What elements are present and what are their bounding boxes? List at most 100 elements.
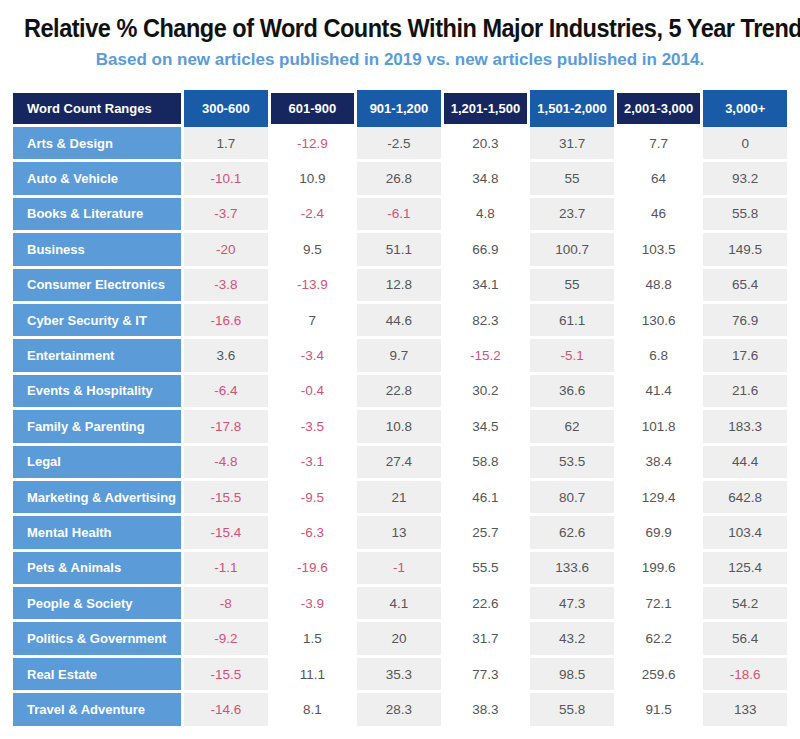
value-cell: 103.4 bbox=[703, 516, 787, 548]
value-cell: 100.7 bbox=[530, 233, 614, 265]
value-cell: 47.3 bbox=[530, 587, 614, 619]
value-cell: -17.8 bbox=[184, 410, 268, 442]
value-cell: -8 bbox=[184, 587, 268, 619]
value-cell: -15.5 bbox=[184, 481, 268, 513]
row-label: Politics & Government bbox=[13, 622, 181, 654]
value-cell: 82.3 bbox=[444, 304, 528, 336]
row-label: Mental Health bbox=[13, 516, 181, 548]
value-cell: 38.4 bbox=[617, 446, 701, 478]
value-cell: 1.7 bbox=[184, 127, 268, 159]
value-cell: 55 bbox=[530, 269, 614, 301]
value-cell: 7.7 bbox=[617, 127, 701, 159]
value-cell: 21.6 bbox=[703, 375, 787, 407]
value-cell: 7 bbox=[271, 304, 355, 336]
value-cell: -6.3 bbox=[271, 516, 355, 548]
value-cell: -3.7 bbox=[184, 198, 268, 230]
value-cell: -2.5 bbox=[357, 127, 441, 159]
value-cell: -15.2 bbox=[444, 339, 528, 371]
row-label: Auto & Vehicle bbox=[13, 162, 181, 194]
value-cell: 69.9 bbox=[617, 516, 701, 548]
value-cell: -5.1 bbox=[530, 339, 614, 371]
value-cell: 642.8 bbox=[703, 481, 787, 513]
value-cell: 51.1 bbox=[357, 233, 441, 265]
value-cell: 11.1 bbox=[271, 658, 355, 690]
value-cell: 31.7 bbox=[530, 127, 614, 159]
value-cell: 22.6 bbox=[444, 587, 528, 619]
value-cell: 35.3 bbox=[357, 658, 441, 690]
row-label: Pets & Animals bbox=[13, 552, 181, 584]
row-label: People & Society bbox=[13, 587, 181, 619]
column-header-ranges: Word Count Ranges bbox=[13, 93, 181, 124]
value-cell: -20 bbox=[184, 233, 268, 265]
column-header: 3,000+ bbox=[703, 90, 787, 127]
value-cell: -1 bbox=[357, 552, 441, 584]
value-cell: 48.8 bbox=[617, 269, 701, 301]
value-cell: 46 bbox=[617, 198, 701, 230]
value-cell: 80.7 bbox=[530, 481, 614, 513]
value-cell: 101.8 bbox=[617, 410, 701, 442]
value-cell: -3.1 bbox=[271, 446, 355, 478]
value-cell: 98.5 bbox=[530, 658, 614, 690]
value-cell: 3.6 bbox=[184, 339, 268, 371]
column-header: 901-1,200 bbox=[357, 90, 441, 127]
value-cell: 1.5 bbox=[271, 622, 355, 654]
row-label: Legal bbox=[13, 446, 181, 478]
value-cell: 125.4 bbox=[703, 552, 787, 584]
value-cell: -15.4 bbox=[184, 516, 268, 548]
value-cell: 199.6 bbox=[617, 552, 701, 584]
value-cell: 133 bbox=[703, 693, 787, 725]
value-cell: 8.1 bbox=[271, 693, 355, 725]
value-cell: 10.9 bbox=[271, 162, 355, 194]
value-cell: 62 bbox=[530, 410, 614, 442]
column-header: 300-600 bbox=[184, 90, 268, 127]
value-cell: -15.5 bbox=[184, 658, 268, 690]
row-label: Business bbox=[13, 233, 181, 265]
value-cell: 76.9 bbox=[703, 304, 787, 336]
value-cell: 53.5 bbox=[530, 446, 614, 478]
value-cell: 54.2 bbox=[703, 587, 787, 619]
value-cell: 38.3 bbox=[444, 693, 528, 725]
column-header: 1,501-2,000 bbox=[530, 90, 614, 127]
value-cell: 55.5 bbox=[444, 552, 528, 584]
column-header: 2,001-3,000 bbox=[617, 93, 701, 124]
value-cell: 22.8 bbox=[357, 375, 441, 407]
value-cell: 43.2 bbox=[530, 622, 614, 654]
row-label: Events & Hospitality bbox=[13, 375, 181, 407]
value-cell: 44.4 bbox=[703, 446, 787, 478]
value-cell: -6.4 bbox=[184, 375, 268, 407]
value-cell: -9.5 bbox=[271, 481, 355, 513]
value-cell: 66.9 bbox=[444, 233, 528, 265]
value-cell: -10.1 bbox=[184, 162, 268, 194]
value-cell: 34.8 bbox=[444, 162, 528, 194]
value-cell: 30.2 bbox=[444, 375, 528, 407]
value-cell: 4.8 bbox=[444, 198, 528, 230]
value-cell: 13 bbox=[357, 516, 441, 548]
row-label: Family & Parenting bbox=[13, 410, 181, 442]
value-cell: 55.8 bbox=[703, 198, 787, 230]
row-label: Marketing & Advertising bbox=[13, 481, 181, 513]
value-cell: 41.4 bbox=[617, 375, 701, 407]
row-label: Books & Literature bbox=[13, 198, 181, 230]
value-cell: -9.2 bbox=[184, 622, 268, 654]
value-cell: 34.1 bbox=[444, 269, 528, 301]
value-cell: 46.1 bbox=[444, 481, 528, 513]
value-cell: 34.5 bbox=[444, 410, 528, 442]
value-cell: -13.9 bbox=[271, 269, 355, 301]
value-cell: -3.4 bbox=[271, 339, 355, 371]
value-cell: 36.6 bbox=[530, 375, 614, 407]
value-cell: 61.1 bbox=[530, 304, 614, 336]
value-cell: 58.8 bbox=[444, 446, 528, 478]
value-cell: 6.8 bbox=[617, 339, 701, 371]
value-cell: 77.3 bbox=[444, 658, 528, 690]
row-label: Entertainment bbox=[13, 339, 181, 371]
row-label: Travel & Adventure bbox=[13, 693, 181, 725]
value-cell: 44.6 bbox=[357, 304, 441, 336]
value-cell: 26.8 bbox=[357, 162, 441, 194]
value-cell: 133.6 bbox=[530, 552, 614, 584]
row-label: Arts & Design bbox=[13, 127, 181, 159]
value-cell: -14.6 bbox=[184, 693, 268, 725]
value-cell: -3.9 bbox=[271, 587, 355, 619]
value-cell: 31.7 bbox=[444, 622, 528, 654]
value-cell: 259.6 bbox=[617, 658, 701, 690]
column-header: 601-900 bbox=[271, 93, 355, 124]
